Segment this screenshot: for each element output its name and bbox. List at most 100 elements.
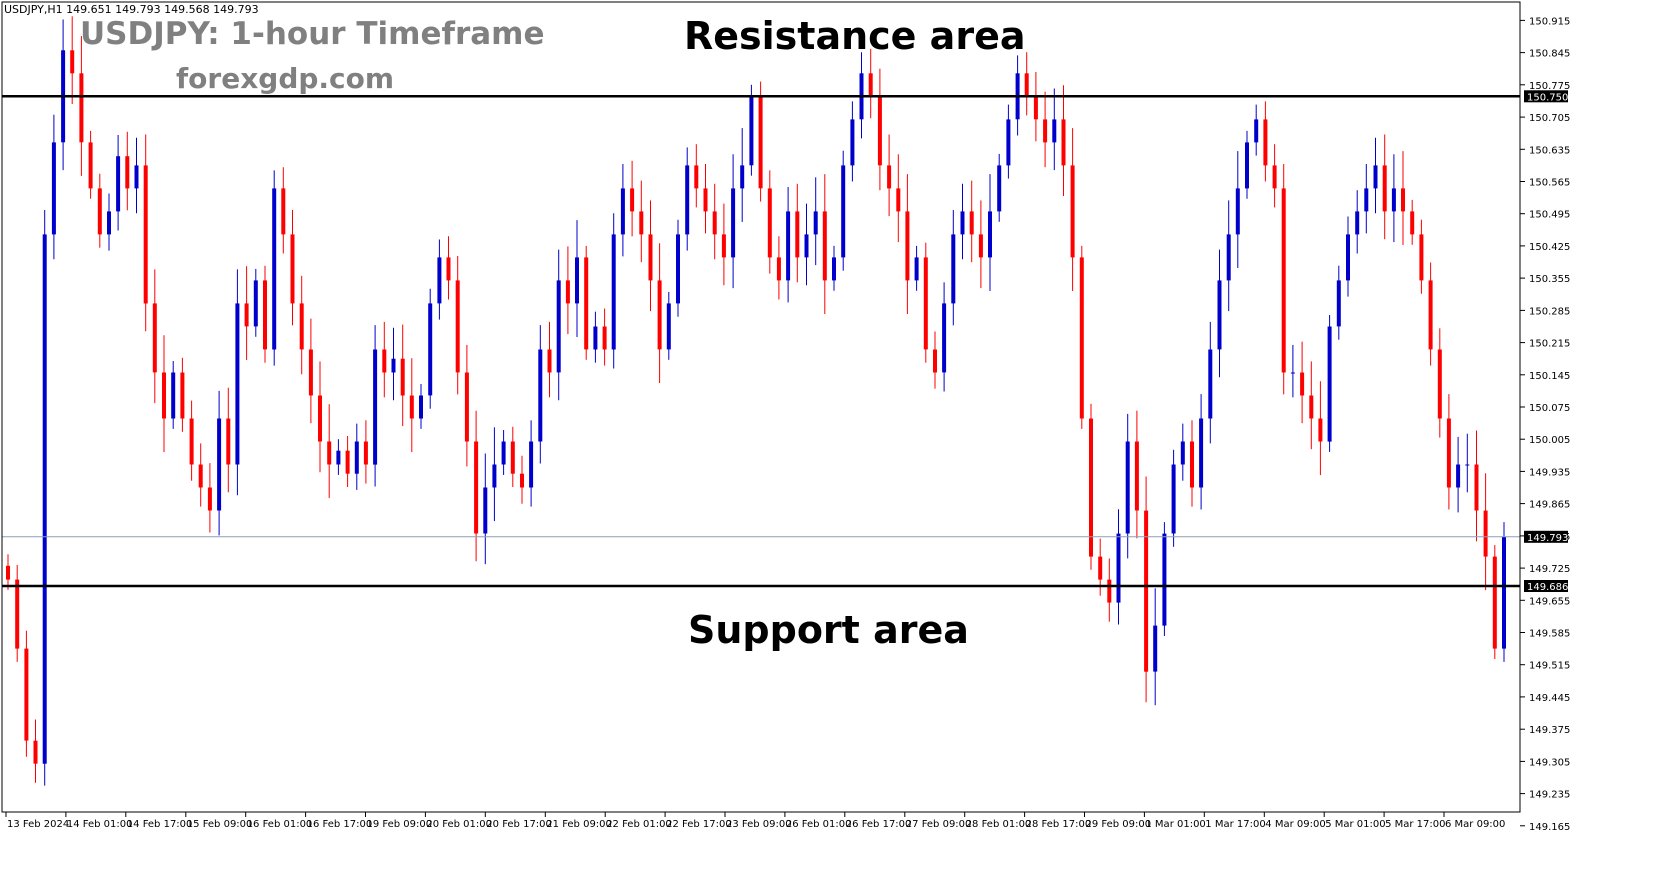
y-tick-label: 150.565 (1529, 178, 1570, 189)
x-tick-label: 28 Feb 01:00 (966, 819, 1032, 830)
candle-up (1336, 280, 1341, 327)
candle-down (88, 142, 93, 189)
candle-down (143, 165, 148, 304)
candle-up (749, 96, 754, 166)
candle-up (428, 303, 433, 396)
candle-down (776, 257, 781, 281)
candle-up (556, 280, 561, 373)
candle-down (758, 96, 763, 189)
candle-up (685, 165, 690, 235)
candle-down (1428, 280, 1433, 350)
candle-up (42, 234, 47, 764)
candle-up (1364, 188, 1369, 212)
candle-up (354, 441, 359, 474)
candle-up (832, 257, 836, 281)
candle-down (978, 234, 983, 258)
candle-down (547, 349, 552, 373)
y-tick-label: 150.705 (1529, 113, 1570, 124)
support-price-box (1524, 580, 1568, 592)
candle-up (134, 165, 139, 189)
x-tick-label: 27 Feb 09:00 (906, 819, 972, 830)
candle-down (887, 165, 892, 189)
y-tick-label: 149.375 (1529, 725, 1570, 736)
candle-down (382, 349, 387, 373)
candle-up (107, 211, 111, 235)
candle-up (942, 303, 947, 373)
candle-down (180, 372, 185, 419)
candle-down (97, 188, 102, 235)
candle-up (666, 303, 671, 350)
candle-down (409, 395, 414, 419)
x-tick-label: 26 Feb 01:00 (786, 819, 852, 830)
candle-up (235, 303, 240, 465)
x-tick-label: 15 Feb 09:00 (187, 819, 253, 830)
x-tick-label: 13 Feb 2024 (7, 819, 69, 830)
x-tick-label: 26 Feb 17:00 (846, 819, 912, 830)
resistance-label: Resistance area (684, 14, 1026, 58)
candle-down (1033, 96, 1038, 120)
candle-down (1070, 165, 1075, 258)
candle-up (841, 165, 846, 258)
candle-up (1502, 536, 1506, 649)
x-tick-label: 5 Mar 01:00 (1325, 819, 1385, 830)
candle-up (1208, 349, 1213, 419)
candle-down (189, 418, 194, 465)
candle-down (510, 441, 515, 474)
y-tick-label: 149.935 (1529, 467, 1570, 478)
candle-up (997, 165, 1002, 212)
candle-up (1355, 211, 1360, 235)
x-tick-label: 16 Feb 01:00 (247, 819, 313, 830)
support-price-label: 149.686 (1527, 582, 1568, 593)
candle-down (299, 303, 304, 350)
y-tick-label: 150.425 (1529, 242, 1570, 253)
candle-down (822, 211, 827, 281)
candle-up (1391, 188, 1396, 212)
candle-down (923, 257, 928, 350)
candle-up (786, 211, 791, 281)
candle-down (520, 473, 524, 488)
candle-up (483, 487, 488, 534)
candle-up (253, 280, 258, 327)
x-tick-label: 22 Feb 17:00 (666, 819, 732, 830)
candle-down (1061, 119, 1066, 166)
candle-down (1382, 165, 1387, 212)
candle-down (345, 450, 350, 474)
candle-up (501, 441, 506, 465)
candle-up (419, 395, 423, 419)
candle-down (933, 349, 937, 373)
candle-down (318, 395, 322, 442)
candle-down (630, 188, 635, 212)
y-tick-label: 149.865 (1529, 500, 1570, 511)
candle-up (988, 211, 992, 258)
x-tick-label: 14 Feb 01:00 (67, 819, 133, 830)
y-tick-label: 150.075 (1529, 403, 1570, 414)
candle-up (676, 234, 680, 304)
levels-layer (2, 95, 1520, 588)
candle-up (1327, 326, 1332, 442)
candle-up (1456, 464, 1461, 488)
y-tick-label: 150.915 (1529, 16, 1570, 27)
candle-down (1492, 556, 1497, 649)
candle-down (1024, 73, 1029, 97)
candle-up (1373, 165, 1378, 189)
candle-down (648, 234, 653, 281)
candle-up (1346, 234, 1350, 281)
candle-up (1116, 533, 1121, 603)
candle-up (1162, 533, 1167, 626)
candle-down (244, 303, 249, 327)
candle-down (1309, 395, 1314, 419)
candle-up (1465, 464, 1470, 466)
candle-down (162, 372, 166, 419)
candle-down (969, 211, 974, 235)
candle-up (1125, 441, 1130, 534)
candle-up (538, 349, 543, 442)
candle-up (373, 349, 378, 465)
x-tick-label: 28 Feb 17:00 (1026, 819, 1092, 830)
y-tick-label: 149.305 (1529, 757, 1570, 768)
candle-down (1419, 234, 1424, 281)
chart-title: USDJPY: 1-hour Timeframe (80, 16, 545, 52)
candle-up (1254, 119, 1259, 143)
candle-down (198, 464, 203, 488)
x-tick-label: 21 Feb 09:00 (546, 819, 612, 830)
candle-down (721, 234, 726, 258)
